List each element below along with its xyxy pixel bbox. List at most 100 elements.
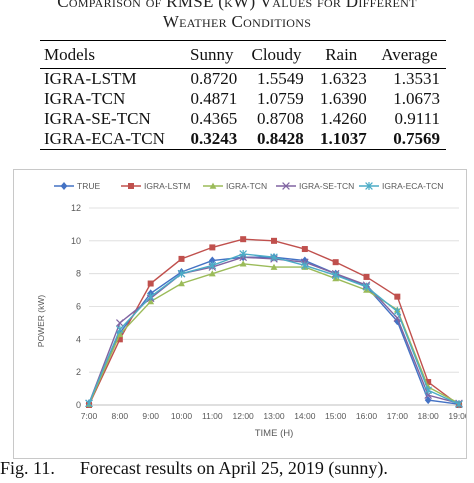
x-tick-label: 18:00 — [418, 411, 440, 421]
y-tick-label: 10 — [71, 236, 81, 246]
series-line — [88, 253, 460, 405]
table-row: IGRA-LSTM 0.8720 1.5549 1.6323 1.3531 — [40, 69, 446, 90]
legend-entry: IGRA-SE-TCN — [276, 181, 354, 191]
data-point — [270, 253, 278, 262]
data-point — [362, 282, 371, 291]
sunny-value: 0.3243 — [190, 129, 238, 148]
legend-entry: TRUE — [54, 181, 100, 191]
table-header-row: Models Sunny Cloudy Rain Average — [40, 40, 446, 69]
x-tick-label: 10:00 — [171, 411, 193, 421]
data-point — [331, 271, 340, 280]
sunny-value: 0.4365 — [190, 109, 238, 128]
table-caption-line2: Weather Conditions — [162, 12, 312, 31]
x-tick-label: 14:00 — [294, 411, 316, 421]
data-point — [270, 263, 278, 270]
data-point — [116, 319, 124, 327]
legend-label: IGRA-LSTM — [144, 181, 190, 191]
series-line — [88, 256, 460, 405]
y-tick-label: 12 — [71, 203, 81, 213]
data-point — [455, 400, 463, 409]
data-point — [208, 270, 216, 277]
rain-value: 1.4260 — [320, 109, 367, 128]
table-row: IGRA-ECA-TCN 0.3243 0.8428 1.1037 0.7569 — [40, 129, 446, 150]
cloudy-value: 1.5549 — [257, 69, 304, 88]
legend-marker — [282, 182, 290, 190]
data-point — [85, 399, 93, 408]
data-point — [178, 280, 185, 287]
table-row: IGRA-TCN 0.4871 1.0759 1.6390 1.0673 — [40, 89, 446, 109]
y-tick-label: 6 — [76, 302, 81, 312]
x-tick-label: 8:00 — [112, 411, 129, 421]
table-caption-line1: Comparison of RMSE (kW) Values for Diffe… — [57, 0, 417, 11]
data-point — [425, 379, 432, 386]
rain-value: 1.6323 — [320, 69, 367, 88]
data-point — [116, 331, 124, 338]
data-point — [394, 293, 401, 300]
x-tick-label: 13:00 — [263, 411, 285, 421]
model-name: IGRA-LSTM — [44, 69, 137, 88]
header-models: Models — [44, 44, 95, 64]
header-rain: Rain — [325, 44, 358, 64]
y-tick-label: 4 — [76, 334, 81, 344]
data-point — [208, 261, 217, 270]
data-point — [301, 246, 308, 253]
average-value: 1.0673 — [393, 89, 440, 108]
series-igra-eca-tcn — [85, 249, 463, 409]
legend-label: TRUE — [77, 181, 100, 191]
data-point — [116, 336, 123, 343]
data-point — [208, 256, 216, 265]
data-point — [363, 273, 370, 280]
legend-marker — [209, 182, 217, 189]
figure-caption-text: Forecast results on April 25, 2019 (sunn… — [79, 458, 388, 478]
legend-marker — [128, 183, 134, 189]
data-point — [116, 325, 124, 334]
data-point — [240, 236, 247, 243]
data-point — [239, 260, 247, 267]
x-tick-label: 19:00 — [448, 411, 466, 421]
x-tick-label: 16:00 — [356, 411, 378, 421]
data-point — [239, 249, 247, 258]
data-point — [147, 280, 154, 287]
cloudy-value: 0.8428 — [257, 129, 304, 148]
x-tick-label: 7:00 — [81, 411, 98, 421]
header-sunny: Sunny — [190, 44, 234, 64]
model-name: IGRA-TCN — [44, 89, 126, 108]
figure-label: Fig. 11. — [0, 458, 55, 478]
legend-label: IGRA-SE-TCN — [299, 181, 354, 191]
rain-value: 1.6390 — [320, 89, 367, 108]
cloudy-value: 0.8708 — [257, 109, 304, 128]
y-tick-label: 0 — [76, 400, 81, 410]
x-tick-label: 15:00 — [325, 411, 347, 421]
x-tick-label: 12:00 — [233, 411, 255, 421]
y-tick-label: 2 — [76, 367, 81, 377]
series-igra-lstm — [86, 236, 462, 408]
average-value: 0.7569 — [393, 129, 440, 148]
legend-marker — [365, 182, 373, 190]
table-row: IGRA-SE-TCN 0.4365 0.8708 1.4260 0.9111 — [40, 109, 446, 129]
model-name: IGRA-ECA-TCN — [44, 129, 165, 148]
legend-entry: IGRA-ECA-TCN — [359, 181, 443, 191]
data-point — [271, 237, 277, 244]
legend-label: IGRA-ECA-TCN — [382, 181, 443, 191]
chart-legend: TRUE IGRA-LSTM IGRA-TCN IGRA-SE-TCN IGRA-ECA… — [54, 181, 443, 191]
chart-series — [85, 236, 463, 409]
legend-entry: IGRA-TCN — [203, 181, 267, 191]
model-name: IGRA-SE-TCN — [44, 109, 151, 128]
x-axis-label: TIME (H) — [255, 428, 294, 439]
cloudy-value: 1.0759 — [257, 89, 304, 108]
legend-entry: IGRA-LSTM — [121, 181, 190, 191]
y-axis-label: POWER (kW) — [36, 295, 46, 348]
series-line — [88, 256, 460, 405]
data-point — [209, 244, 216, 251]
x-tick-label: 11:00 — [202, 411, 223, 421]
header-average: Average — [381, 44, 438, 64]
data-point — [147, 298, 155, 305]
sunny-value: 0.8720 — [190, 69, 238, 88]
data-point — [424, 396, 432, 405]
data-point — [393, 307, 402, 316]
x-tick-label: 17:00 — [387, 411, 409, 421]
legend-marker — [60, 182, 68, 190]
data-point — [177, 269, 186, 278]
chart-grid — [89, 207, 459, 406]
rmse-table: Models Sunny Cloudy Rain Average IGRA-LS… — [40, 40, 446, 150]
